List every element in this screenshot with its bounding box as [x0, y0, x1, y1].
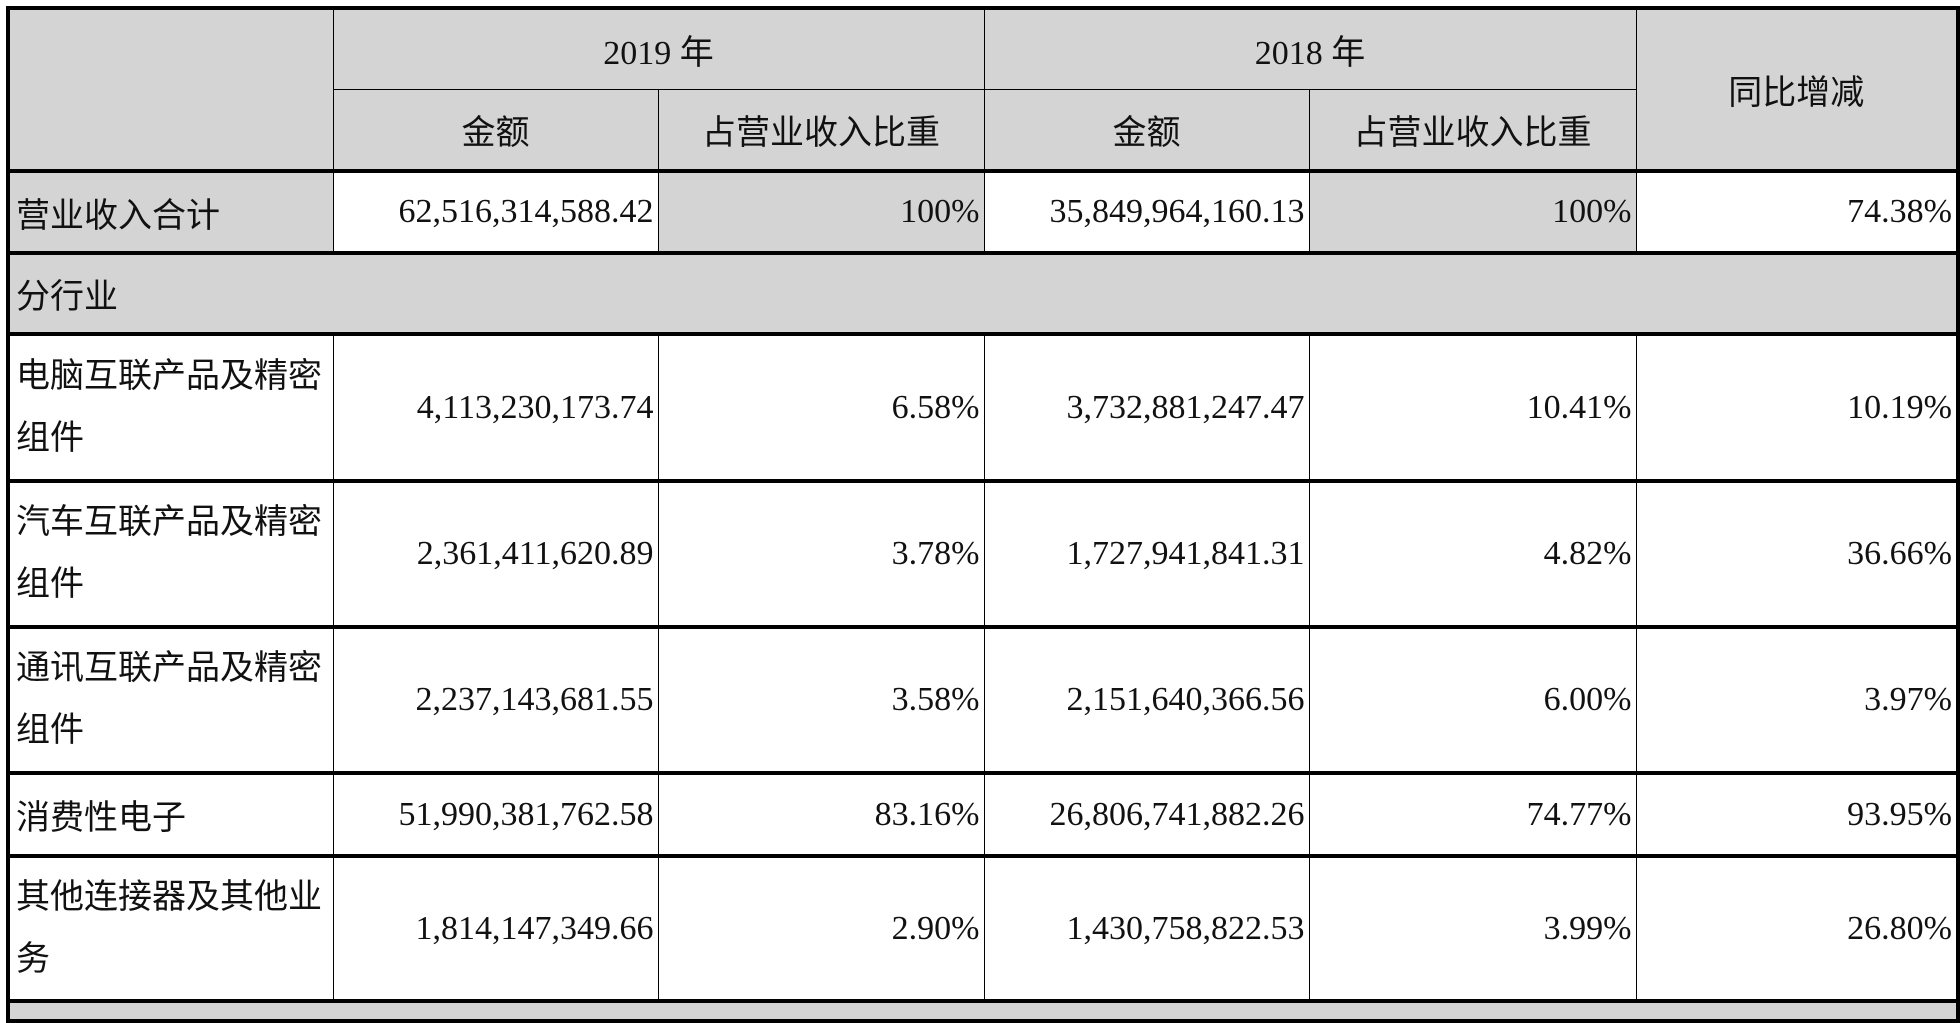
row-label: 通讯互联产品及精密组件 — [7, 625, 334, 774]
table-row: 其他连接器及其他业务 1,814,147,349.66 2.90% 1,430,… — [7, 854, 1959, 1002]
header-share-2018: 占营业收入比重 — [1308, 88, 1637, 172]
row-label: 电脑互联产品及精密组件 — [7, 332, 334, 482]
share-2018: 10.41% — [1308, 332, 1637, 482]
header-amount-2019: 金额 — [332, 88, 659, 172]
yoy-change: 74.38% — [1635, 169, 1959, 254]
amount-2018: 35,849,964,160.13 — [983, 169, 1310, 254]
amount-2019: 4,113,230,173.74 — [332, 332, 659, 482]
yoy-change: 93.95% — [1635, 771, 1959, 857]
share-2019: 6.58% — [657, 332, 985, 482]
share-2018: 3.99% — [1308, 854, 1637, 1002]
amount-2018: 26,806,741,882.26 — [983, 771, 1310, 857]
share-2019: 2.90% — [657, 854, 985, 1002]
amount-2018: 1,430,758,822.53 — [983, 854, 1310, 1002]
amount-2018: 3,732,881,247.47 — [983, 332, 1310, 482]
header-share-2019: 占营业收入比重 — [657, 88, 985, 172]
amount-2018: 1,727,941,841.31 — [983, 479, 1310, 628]
corner-cell — [7, 7, 334, 172]
yoy-change: 36.66% — [1635, 479, 1959, 628]
amount-2019: 2,237,143,681.55 — [332, 625, 659, 774]
table-row: 通讯互联产品及精密组件 2,237,143,681.55 3.58% 2,151… — [7, 625, 1959, 774]
share-2018: 4.82% — [1308, 479, 1637, 628]
header-amount-2018: 金额 — [983, 88, 1310, 172]
next-section-row — [7, 999, 1959, 1022]
share-2018: 6.00% — [1308, 625, 1637, 774]
amount-2019: 51,990,381,762.58 — [332, 771, 659, 857]
section-header: 分行业 — [7, 251, 1959, 335]
amount-2019: 62,516,314,588.42 — [332, 169, 659, 254]
share-2019: 83.16% — [657, 771, 985, 857]
row-label: 汽车互联产品及精密组件 — [7, 479, 334, 628]
table-row: 消费性电子 51,990,381,762.58 83.16% 26,806,74… — [7, 771, 1959, 857]
yoy-change: 26.80% — [1635, 854, 1959, 1002]
share-2019: 100% — [657, 169, 985, 254]
yoy-change: 10.19% — [1635, 332, 1959, 482]
total-row: 营业收入合计 62,516,314,588.42 100% 35,849,964… — [7, 169, 1959, 254]
header-year-2018: 2018 年 — [983, 7, 1637, 90]
amount-2019: 2,361,411,620.89 — [332, 479, 659, 628]
revenue-table: 2019 年 2018 年 同比增减 金额 占营业收入比重 金额 占营业收入比重… — [6, 6, 1960, 1023]
row-label: 其他连接器及其他业务 — [7, 854, 334, 1002]
amount-2018: 2,151,640,366.56 — [983, 625, 1310, 774]
share-2018: 74.77% — [1308, 771, 1637, 857]
table-row: 电脑互联产品及精密组件 4,113,230,173.74 6.58% 3,732… — [7, 332, 1959, 482]
share-2019: 3.58% — [657, 625, 985, 774]
row-label: 消费性电子 — [7, 771, 334, 857]
amount-2019: 1,814,147,349.66 — [332, 854, 659, 1002]
share-2018: 100% — [1308, 169, 1637, 254]
share-2019: 3.78% — [657, 479, 985, 628]
table-row: 汽车互联产品及精密组件 2,361,411,620.89 3.78% 1,727… — [7, 479, 1959, 628]
yoy-change: 3.97% — [1635, 625, 1959, 774]
header-yoy: 同比增减 — [1635, 7, 1959, 172]
row-label: 营业收入合计 — [7, 169, 334, 254]
header-year-2019: 2019 年 — [332, 7, 985, 90]
